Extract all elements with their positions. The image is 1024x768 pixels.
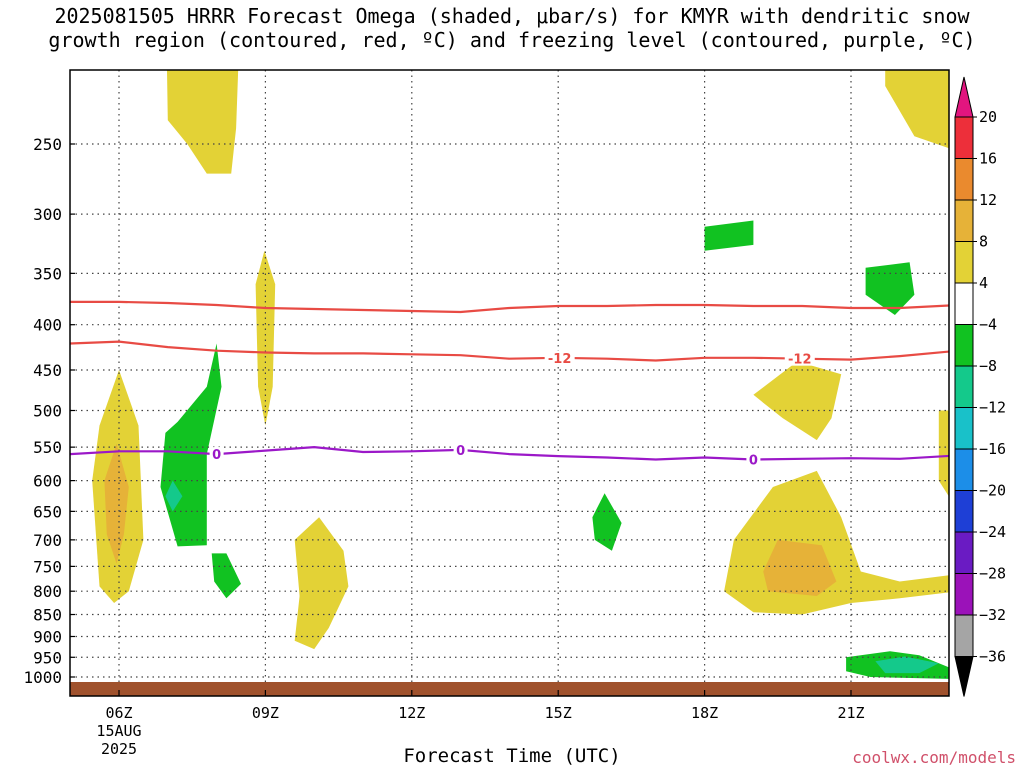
omega-region-1 — [104, 443, 129, 564]
colorbar-swatch-0 — [954, 116, 974, 159]
contour-line-1 — [70, 300, 949, 314]
omega-region-17 — [875, 656, 939, 674]
omega-region-14 — [885, 70, 949, 149]
y-tick-label-450: 450 — [33, 361, 62, 380]
colorbar-swatch-5 — [954, 324, 974, 367]
y-tick-label-750: 750 — [33, 557, 62, 576]
grid-lines — [70, 70, 949, 696]
chart-title: 2025081505 HRRR Forecast Omega (shaded, … — [0, 4, 1024, 52]
colorbar-label-3: 8 — [979, 233, 988, 251]
colorbar-label-7: −12 — [979, 399, 1006, 417]
colorbar-swatch-9 — [954, 490, 974, 533]
omega-region-7 — [294, 517, 349, 650]
omega-region-11 — [753, 361, 842, 441]
colorbar-label-6: −8 — [979, 357, 997, 375]
x-tick-label-06Z: 06Z — [105, 704, 132, 722]
colorbar-label-4: 4 — [979, 274, 988, 292]
y-tick-label-800: 800 — [33, 582, 62, 601]
y-tick-label-850: 850 — [33, 606, 62, 625]
contour-label-2-1: 0 — [456, 444, 465, 459]
y-tick-label-1000: 1000 — [23, 668, 62, 687]
colorbar-label-8: −16 — [979, 440, 1006, 458]
omega-region-3 — [160, 343, 222, 547]
colorbar-label-0: 20 — [979, 108, 997, 126]
colorbar-label-2: 12 — [979, 191, 997, 209]
colorbar-label-5: −4 — [979, 316, 997, 334]
plot-frame — [69, 69, 950, 697]
temperature-contours: -12 -12 0 0 0 — [70, 300, 949, 469]
colorbar-label-10: −24 — [979, 523, 1006, 541]
colorbar-swatch-3 — [954, 241, 974, 284]
y-axis-pressure-ticks: 250 300 350 400 450 500 550 600 650 700 750 800 850 9… — [23, 135, 75, 687]
omega-region-6 — [255, 250, 276, 426]
colorbar-swatch-1 — [954, 158, 974, 201]
colorbar-swatch-7 — [954, 407, 974, 450]
colorbar-label-1: 16 — [979, 150, 997, 168]
y-tick-label-550: 550 — [33, 438, 62, 457]
colorbar: 20 16 12 8 4 −4 −8 −12 −16 −20 −24 −28 −32 −36 — [954, 76, 1006, 697]
colorbar-swatch-2 — [954, 199, 974, 242]
colorbar-label-12: −32 — [979, 606, 1006, 624]
contour-label-bg-0-1 — [784, 351, 815, 366]
title-line-1: 2025081505 HRRR Forecast Omega (shaded, … — [54, 4, 970, 28]
colorbar-swatch-8 — [954, 448, 974, 491]
contour-label-2-2: 0 — [749, 454, 758, 469]
colorbar-swatch-12 — [954, 614, 974, 657]
y-tick-label-250: 250 — [33, 135, 62, 154]
contour-label-0-1: -12 — [788, 353, 812, 368]
omega-region-2 — [166, 70, 239, 174]
omega-region-5 — [211, 553, 241, 599]
contour-line-0 — [70, 340, 949, 362]
x-tick-label-18Z: 18Z — [691, 704, 718, 722]
contour-label-bg-2-1 — [453, 442, 468, 457]
colorbar-swatch-4 — [954, 282, 974, 325]
contour-label-bg-0-0 — [544, 350, 575, 365]
y-tick-label-300: 300 — [33, 205, 62, 224]
colorbar-swatch-10 — [954, 531, 974, 574]
colorbar-label-11: −28 — [979, 565, 1006, 583]
title-line-2: growth region (contoured, red, ºC) and f… — [48, 28, 976, 52]
omega-region-4 — [165, 480, 183, 512]
contour-label-2-0: 0 — [212, 448, 221, 463]
x-tick-label-15Z: 15Z — [545, 704, 572, 722]
x-tick-label-21Z: 21Z — [837, 704, 864, 722]
x-tick-date: 15AUG — [96, 722, 141, 740]
x-tick-label-12Z: 12Z — [398, 704, 425, 722]
colorbar-top-arrow — [954, 76, 974, 118]
y-tick-label-900: 900 — [33, 627, 62, 646]
omega-region-13 — [763, 539, 837, 596]
y-tick-label-700: 700 — [33, 531, 62, 550]
colorbar-swatch-6 — [954, 365, 974, 408]
x-tick-year: 2025 — [101, 740, 137, 758]
contour-label-0-0: -12 — [548, 352, 572, 367]
omega-region-10 — [865, 262, 915, 315]
colorbar-swatch-11 — [954, 573, 974, 616]
omega-shading — [92, 70, 949, 679]
ground-surface-band — [70, 682, 949, 696]
y-tick-label-600: 600 — [33, 472, 62, 491]
x-axis-label: Forecast Time (UTC) — [403, 745, 621, 767]
contour-label-bg-2-0 — [209, 447, 224, 462]
y-tick-label-350: 350 — [33, 264, 62, 283]
colorbar-bottom-arrow — [954, 656, 974, 697]
contour-label-bg-2-2 — [746, 452, 761, 467]
omega-region-9 — [704, 220, 754, 251]
omega-region-12 — [724, 470, 949, 615]
y-tick-label-650: 650 — [33, 502, 62, 521]
omega-region-8 — [592, 493, 622, 551]
y-tick-label-400: 400 — [33, 316, 62, 335]
x-tick-label-09Z: 09Z — [252, 704, 279, 722]
y-tick-label-950: 950 — [33, 648, 62, 667]
omega-region-15 — [938, 410, 949, 497]
y-tick-label-500: 500 — [33, 402, 62, 421]
colorbar-label-9: −20 — [979, 482, 1006, 500]
credit-link[interactable]: coolwx.com/models — [852, 748, 1016, 767]
colorbar-label-13: −36 — [979, 648, 1006, 666]
